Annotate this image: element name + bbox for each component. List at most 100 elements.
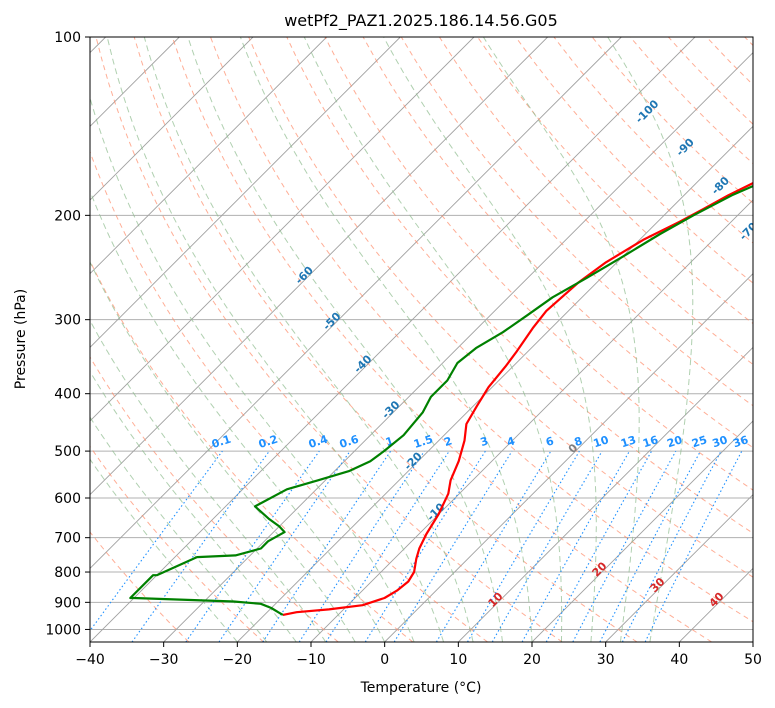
isotherm-line (752, 641, 753, 642)
dry-adiabat-line (90, 531, 190, 642)
dry-adiabat-line (286, 37, 753, 534)
x-tick-label: 50 (744, 652, 762, 668)
isotherm-label: 20 (590, 559, 610, 579)
mixing-ratio-label: 8 (573, 434, 584, 449)
dry-adiabat-line (210, 37, 753, 623)
moist-adiabat-line (90, 189, 386, 642)
mixing-ratio-label: 20 (665, 433, 684, 450)
mixing-ratio-label: 30 (711, 433, 730, 450)
moist-adiabat-line (90, 319, 327, 642)
dewpoint-profile-line (129, 184, 753, 616)
dry-adiabat-line (90, 445, 264, 642)
y-tick-label: 100 (54, 30, 81, 46)
mixing-ratio-label: 13 (619, 433, 638, 450)
moist-adiabat-line (143, 37, 474, 642)
mixing-ratio-label: 2 (442, 434, 453, 449)
dry-adiabat-line (553, 37, 753, 244)
dry-adiabat-line (591, 37, 753, 204)
moist-adiabat-line (383, 37, 597, 642)
y-tick-label: 700 (54, 531, 81, 547)
y-tick-label: 500 (54, 444, 81, 460)
x-tick-label: −30 (149, 652, 179, 668)
x-tick-label: −40 (75, 652, 105, 668)
isotherm-label: -40 (351, 352, 374, 375)
isotherm-line (163, 52, 753, 642)
x-tick-label: −10 (296, 652, 326, 668)
x-tick-label: 20 (523, 652, 541, 668)
axes: −40 −30 −20 −10 0 10 20 30 40 5010020030040050060… (45, 30, 762, 668)
mixing-ratio-line (262, 450, 392, 642)
mixing-ratio-label: 0.2 (257, 433, 280, 451)
isotherm-label: -70 (737, 220, 760, 243)
x-tick-label: 40 (670, 652, 688, 668)
y-tick-label: 900 (54, 595, 81, 611)
moist-adiabat-line (187, 37, 503, 642)
moist-adiabat-line (106, 37, 445, 642)
moist-adiabat-line (90, 96, 415, 642)
isotherm-line (310, 199, 753, 642)
mixing-ratio-label: 0.1 (210, 433, 233, 451)
isotherm-label: 40 (707, 590, 727, 610)
dry-adiabat-line (668, 37, 753, 125)
isotherm-line (458, 346, 753, 642)
isotherm-line (90, 37, 696, 642)
dry-adiabat-line (90, 356, 339, 642)
moist-adiabat-line (90, 458, 238, 642)
mixing-ratio-label: 10 (592, 433, 611, 450)
moist-adiabat-line (239, 37, 533, 642)
dry-adiabat-line (400, 37, 753, 407)
mixing-ratio-label: 36 (731, 433, 750, 450)
mixing-ratio-line (131, 450, 270, 642)
isotherm-line (90, 37, 254, 201)
mixing-ratio-line (218, 450, 351, 642)
mixing-ratio-line (90, 450, 223, 632)
isotherm-label: -30 (379, 398, 402, 421)
mixing-ratio-label: 25 (690, 433, 709, 450)
isotherm-line (90, 37, 548, 496)
mixing-ratio-line (572, 450, 677, 642)
moist-adiabat-line (90, 416, 268, 642)
mixing-ratio-label: 6 (544, 434, 556, 449)
dry-adiabat-line (706, 37, 753, 86)
moist-adiabat-line (303, 37, 563, 642)
isotherm-line (605, 494, 753, 642)
mixing-ratio-line (185, 450, 320, 642)
dry-adiabat-line (90, 259, 414, 642)
x-tick-label: 10 (449, 652, 467, 668)
mixing-ratio-line (325, 450, 450, 642)
y-tick-label: 400 (54, 387, 81, 403)
mixing-ratio-line (393, 450, 513, 642)
chart-title: wetPf2_PAZ1.2025.186.14.56.G05 (284, 11, 558, 31)
moist-adiabat-line (482, 37, 640, 642)
dry-adiabat-line (133, 37, 638, 642)
mixing-ratio-label: 4 (505, 434, 517, 449)
isotherm-label: -90 (674, 135, 697, 158)
y-tick-label: 1000 (45, 622, 81, 638)
mixing-ratio-label: 0.6 (338, 432, 361, 450)
isotherm-line (90, 37, 401, 348)
y-axis-label: Pressure (hPa) (13, 289, 29, 389)
isotherm-line (384, 273, 753, 642)
mixing-ratio-label: 1 (384, 434, 395, 449)
mixing-ratio-line (644, 450, 743, 642)
x-tick-label: 0 (380, 652, 389, 668)
mixing-ratio-line (364, 450, 486, 642)
mixing-ratio-label: 1.5 (412, 433, 435, 451)
mixing-ratio-line (298, 450, 425, 642)
isotherm-line (90, 37, 475, 422)
isotherm-label: 30 (648, 575, 668, 595)
dry-adiabat-line (95, 37, 563, 642)
line-labels: 0.1 0.2 0.4 0.6 1 1.5 2 3 4 6 8 10 13 16 20 25 30 36-100-… (210, 97, 760, 610)
isotherm-label: -50 (320, 310, 343, 333)
isotherm-line (90, 37, 622, 569)
dry-adiabat-line (438, 37, 753, 366)
isotherm-line (90, 37, 327, 275)
mixing-ratio-line (467, 450, 580, 642)
profile-series (129, 181, 753, 616)
moist-adiabat-line (90, 370, 297, 642)
mixing-ratio-label: 0.4 (307, 432, 330, 450)
dry-adiabat-line (248, 37, 753, 578)
background-lines (90, 37, 753, 642)
mixing-ratio-line (521, 450, 630, 642)
